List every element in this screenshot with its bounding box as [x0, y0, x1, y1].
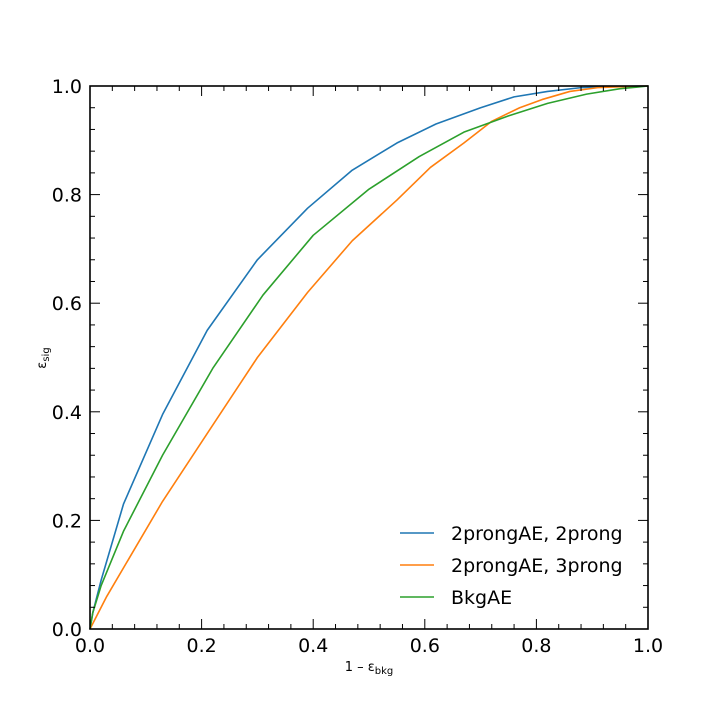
- series-line-1: [89, 85, 649, 630]
- x-axis-label: 1 – εbkg: [345, 660, 394, 677]
- legend: 2prongAE, 2prong 2prongAE, 3prong BkgAE: [400, 523, 623, 609]
- y-tick-label: 0.4: [52, 402, 82, 424]
- series-line-2: [89, 85, 649, 630]
- tick-label-layer: 0.0 0.2 0.4 0.6 0.8 1.0 0.0 0.2 0.4 0.6 0.8 1.0: [52, 76, 663, 657]
- tick-layer: [89, 85, 649, 630]
- series-layer: [89, 85, 649, 630]
- y-axis-label: εsig: [35, 347, 52, 368]
- y-axis-label-sub: sig: [41, 347, 52, 361]
- x-tick-label: 0.2: [186, 635, 216, 657]
- plot-frame: [89, 85, 649, 630]
- y-tick-label: 0.6: [52, 293, 82, 315]
- x-tick-label: 0.4: [298, 635, 328, 657]
- y-axis-label-main: ε: [35, 362, 50, 369]
- y-tick-label: 0.0: [52, 619, 82, 641]
- x-tick-label: 0.0: [75, 635, 105, 657]
- x-tick-label: 1.0: [633, 635, 663, 657]
- y-tick-label: 1.0: [52, 76, 82, 98]
- y-tick-label: 0.2: [52, 510, 82, 532]
- x-tick-label: 0.8: [521, 635, 551, 657]
- x-tick-label: 0.6: [410, 635, 440, 657]
- x-axis-label-sub: bkg: [375, 666, 394, 677]
- x-axis-label-main: 1 – ε: [345, 660, 375, 675]
- y-tick-label: 0.8: [52, 185, 82, 207]
- legend-label-1: 2prongAE, 2prong: [451, 523, 623, 545]
- legend-label-2: 2prongAE, 3prong: [451, 555, 623, 577]
- legend-label-3: BkgAE: [451, 587, 512, 609]
- series-line-3: [89, 85, 649, 630]
